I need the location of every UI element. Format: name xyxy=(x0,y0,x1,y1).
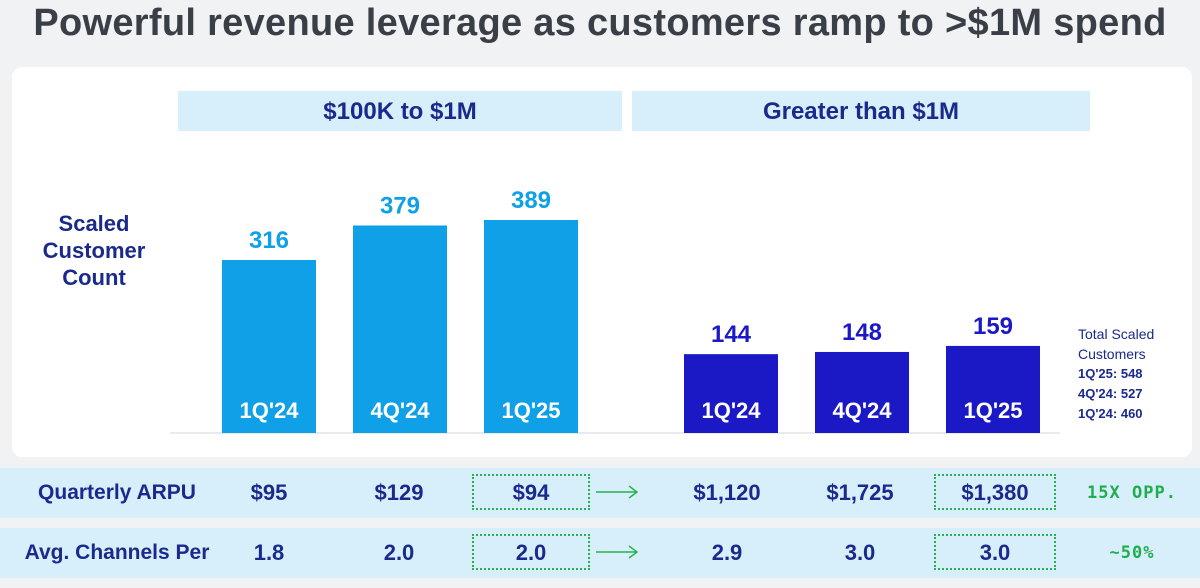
metric-value: 2.0 xyxy=(515,540,547,565)
bar-value-label: 148 xyxy=(842,319,882,346)
highlight-box xyxy=(934,534,1056,570)
bar-value-label: 379 xyxy=(380,192,420,219)
bar-category-label: 1Q'25 xyxy=(963,398,1022,423)
bar-value-label: 316 xyxy=(249,227,289,254)
group-header-band xyxy=(632,91,1090,131)
page-title: Powerful revenue leverage as customers r… xyxy=(33,2,1167,44)
arrow-right-icon xyxy=(596,485,639,499)
bar xyxy=(353,225,447,433)
total-line: 1Q'25: 548 xyxy=(1078,366,1143,381)
metric-value: $94 xyxy=(512,480,550,505)
bar xyxy=(815,351,909,433)
highlight-box xyxy=(472,534,590,570)
bar-value-label: 389 xyxy=(511,187,551,214)
metric-row-channels: Avg. Channels Per 1.8 2.0 2.0 2.9 3.0 3.… xyxy=(0,528,1200,578)
metric-label: Avg. Channels Per xyxy=(24,541,210,564)
metric-value: $1,380 xyxy=(961,480,1029,505)
bar-category-label: 1Q'24 xyxy=(701,398,761,423)
metric-value: $129 xyxy=(374,480,424,505)
bar-category-label: 4Q'24 xyxy=(370,398,430,423)
bar-category-label: 1Q'25 xyxy=(501,398,560,423)
metric-value: 3.0 xyxy=(979,540,1011,565)
metric-value: $1,725 xyxy=(826,480,894,505)
metric-value: 2.0 xyxy=(383,540,415,565)
group-header-band xyxy=(178,91,622,131)
bar-chart: $100K to $1M 316 1Q'24 379 4Q'24 389 1Q'25 Grea… xyxy=(170,91,1090,434)
metric-value: 3.0 xyxy=(844,540,876,565)
bar-category-label: 4Q'24 xyxy=(832,398,892,423)
bar-value-label: 159 xyxy=(973,313,1013,340)
bar xyxy=(222,259,316,433)
metric-value: 1.8 xyxy=(253,540,285,565)
bar xyxy=(684,354,778,433)
metric-note: 15X OPP. xyxy=(1087,483,1177,503)
total-line: 1Q'24: 460 xyxy=(1078,406,1143,421)
total-heading: Total Scaled Customers xyxy=(1078,326,1155,362)
group-header-label: $100K to $1M xyxy=(323,98,476,125)
total-line: 4Q'24: 527 xyxy=(1078,386,1143,401)
metric-value: 2.9 xyxy=(711,540,743,565)
metric-value: $1,120 xyxy=(693,480,761,505)
metric-row-arpu: Quarterly ARPU $95 $129 $94 $1,120 $1,72… xyxy=(0,468,1200,518)
bar xyxy=(484,220,578,433)
metric-note: ~50% xyxy=(1109,543,1155,563)
bar xyxy=(946,345,1040,433)
total-customers-annotation: Total Scaled Customers 1Q'25: 548 4Q'24:… xyxy=(1078,324,1168,424)
metric-label: Quarterly ARPU xyxy=(38,481,196,504)
highlight-box xyxy=(934,474,1056,510)
bar-category-label: 1Q'24 xyxy=(239,398,299,423)
arrow-right-icon xyxy=(596,545,639,559)
group-header-label: Greater than $1M xyxy=(763,98,959,125)
y-axis-label: Scaled Customer Count xyxy=(42,211,146,290)
highlight-box xyxy=(472,474,590,510)
metric-value: $95 xyxy=(250,480,288,505)
bar-value-label: 144 xyxy=(711,321,752,348)
